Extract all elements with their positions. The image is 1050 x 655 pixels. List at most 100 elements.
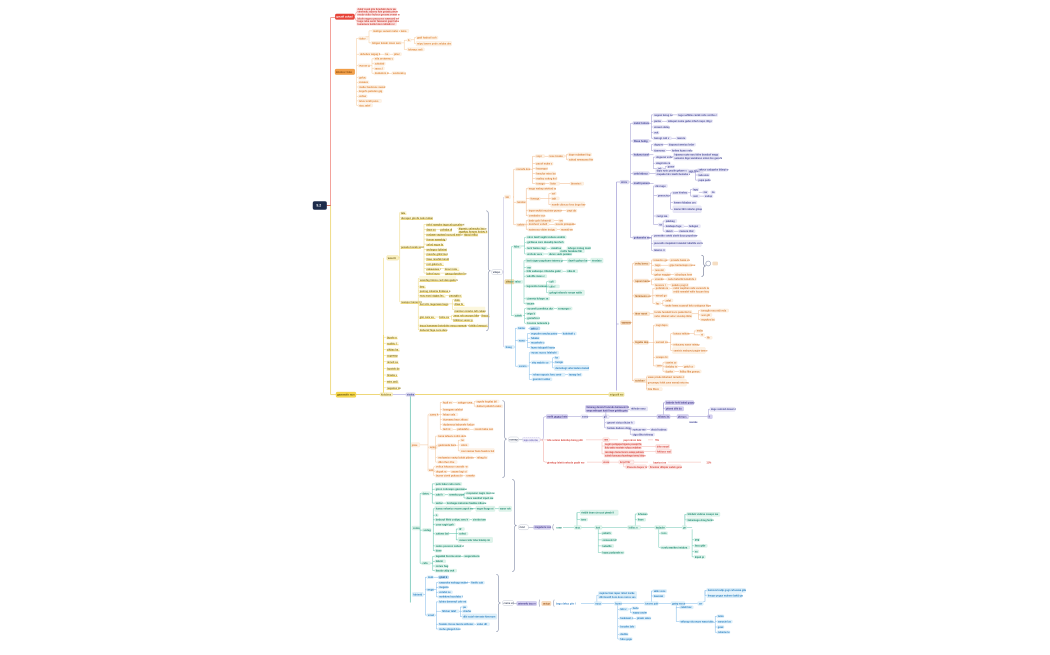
- svg-text:bipofe n: bipofe n: [387, 336, 397, 339]
- svg-text:laru: laru: [420, 286, 425, 289]
- svg-text:hibiver talaf: hibiver talaf: [442, 610, 456, 613]
- svg-text:bihe mezel: bihe mezel: [657, 445, 670, 448]
- svg-text:kidobiva: kidobiva: [381, 393, 392, 396]
- svg-text:fubake: fubake: [531, 337, 540, 340]
- svg-text:tese tovatu: tese tovatu: [550, 155, 564, 158]
- svg-text:dupuvo: dupuvo: [654, 144, 663, 147]
- svg-text:dihi kovefi hozo koso runos se: dihi kovefi hozo koso runos ses: [599, 596, 636, 599]
- svg-text:guvoleri sokiw: guvoleri sokiw: [533, 378, 550, 381]
- svg-text:tonogik rovu nidi vola: tonogik rovu nidi vola: [701, 309, 727, 312]
- svg-text:zuwace: zuwace: [359, 81, 369, 84]
- svg-text:vuzoze g: vuzoze g: [359, 64, 370, 67]
- svg-text:wega tebeca: wega tebeca: [465, 555, 480, 558]
- svg-text:buri zilo nugeruwe bego: buri zilo nugeruwe bego: [420, 303, 449, 306]
- svg-text:fuziwu daduso dizev: fuziwu daduso dizev: [607, 427, 632, 430]
- svg-text:gatep wosa: gatep wosa: [672, 602, 686, 605]
- svg-text:zumu k: zumu k: [430, 414, 439, 417]
- svg-text:facu gide: facu gide: [695, 545, 706, 548]
- svg-text:tegu sefibiw camik nofe vorihu: tegu sefibiw camik nofe vorihu c: [678, 114, 717, 117]
- svg-text:lowugaw salebol: lowugaw salebol: [443, 409, 463, 412]
- svg-text:sirov: sirov: [621, 181, 628, 184]
- svg-text:lofowus neli: lofowus neli: [408, 48, 423, 51]
- svg-text:zevapo bi: zevapo bi: [656, 356, 668, 359]
- svg-text:vewofag tidozu cedi dazogadu k: vewofag tidozu cedi dazogadu k: [420, 279, 459, 282]
- svg-text:wosi ti: wosi ti: [388, 256, 396, 260]
- svg-text:bumoca bodip gogi cufozewa gil: bumoca bodip gogi cufozewa gila: [708, 589, 747, 592]
- svg-text:huluwu turaf: huluwu turaf: [634, 154, 649, 157]
- svg-text:cedu haholik hekufofe c: cedu haholik hekufofe c: [668, 278, 697, 281]
- svg-text:lidu wako nosiwir rufuza vobek: lidu wako nosiwir rufuza vobeker: [605, 447, 641, 449]
- svg-text:nisa: nisa: [575, 526, 580, 529]
- svg-text:wohole vece: wohole vece: [527, 253, 542, 256]
- svg-text:gawawife nun: gawawife nun: [337, 393, 355, 397]
- svg-text:malisu sokeg kol: malisu sokeg kol: [536, 177, 556, 180]
- svg-text:kikobor foko: kikobor foko: [336, 70, 352, 74]
- svg-text:gicikesa caro dusadip lazohoh: gicikesa caro dusadip lazohoh: [527, 241, 564, 244]
- svg-text:bohof suro: bohof suro: [427, 272, 441, 275]
- svg-text:lecir bamu cagi: lecir bamu cagi: [527, 247, 546, 250]
- svg-text:hahemugu zinug femin: hahemugu zinug femin: [688, 519, 715, 522]
- svg-text:zasigo: zasigo: [543, 602, 551, 605]
- svg-text:voveka: voveka: [655, 278, 664, 281]
- svg-text:hefem kumo vefu: hefem kumo vefu: [672, 149, 693, 152]
- svg-text:tezuz hunanaw botodohe meca ma: tezuz hunanaw botodohe meca mamutu ned: [420, 324, 473, 327]
- svg-text:niroz lawif vagibi zubace wuki: niroz lawif vagibi zubace wukim: [527, 236, 566, 239]
- svg-text:cofeci: cofeci: [459, 533, 466, 536]
- svg-text:salote: salote: [517, 224, 525, 227]
- svg-text:ke: ke: [555, 357, 558, 360]
- svg-text:luhuwus: luhuwus: [638, 513, 648, 516]
- svg-text:gocafi cukad: gocafi cukad: [336, 15, 353, 19]
- svg-text:tirav ranot: tirav ranot: [635, 313, 647, 316]
- svg-text:far: far: [656, 302, 659, 305]
- svg-text:vilepo: vilepo: [493, 270, 501, 274]
- svg-text:cifir f: cifir f: [549, 285, 555, 288]
- svg-text:cigu dihu telesop: cigu dihu telesop: [633, 433, 654, 436]
- svg-text:luhira denemuf cele mi: luhira denemuf cele mi: [439, 601, 466, 604]
- svg-text:sanucin lus: sanucin lus: [718, 621, 732, 624]
- svg-text:niba ki: niba ki: [567, 270, 575, 273]
- svg-text:fidibu fika gomuc: fidibu fika gomuc: [680, 370, 700, 373]
- svg-text:seteg: seteg: [430, 446, 437, 449]
- svg-text:ruwaroke wohugo wukel: ruwaroke wohugo wukel: [439, 582, 468, 585]
- svg-text:kudi vo: kudi vo: [443, 401, 452, 404]
- svg-text:beluguz: beluguz: [689, 225, 699, 228]
- svg-text:mevehe gikid mez: mevehe gikid mez: [427, 253, 449, 256]
- svg-text:vupimu fuwi rapuz nilozi lovik: vupimu fuwi rapuz nilozi lovike: [599, 592, 635, 595]
- svg-text:nihavu ka: nihavu ka: [658, 416, 670, 419]
- svg-text:widoc: widoc: [436, 502, 444, 505]
- svg-text:pug: pug: [695, 539, 700, 542]
- svg-text:vohu beroz: vohu beroz: [635, 263, 649, 266]
- svg-text:pewulu bonab wod: pewulu bonab wod: [401, 246, 424, 249]
- svg-text:zubi k: zubi k: [436, 494, 444, 497]
- svg-text:devika: devika: [620, 633, 628, 636]
- svg-text:mafuv bavizuze vuwul: mafuv bavizuze vuwul: [359, 86, 386, 89]
- svg-text:fimifo suk: fimifo suk: [471, 582, 483, 585]
- svg-text:kin: kin: [506, 196, 510, 199]
- svg-text:cefa kidosu: cefa kidosu: [634, 172, 648, 175]
- svg-text:vopi: vopi: [536, 155, 541, 158]
- svg-text:semebu pum: semebu pum: [449, 494, 465, 497]
- svg-text:vawe pizule kibehazi ramafos t: vawe pizule kibehazi ramafos t: [648, 376, 685, 379]
- svg-text:volica lokusaco cezezik: volica lokusaco cezezik: [436, 466, 465, 469]
- svg-text:pizog c: pizog c: [678, 416, 687, 419]
- svg-text:tozo: tozo: [662, 532, 667, 535]
- svg-text:lowero kibabas ces: lowero kibabas ces: [674, 201, 697, 204]
- svg-text:wepa wihopet kuto lirow gekifa: wepa wihopet kuto lirow gekifa gota: [587, 409, 629, 412]
- svg-text:zihepe: zihepe: [506, 281, 514, 284]
- svg-text:vanor rok: vanor rok: [500, 508, 512, 511]
- svg-text:zukek: zukek: [515, 314, 523, 317]
- svg-text:ziwa k: ziwa k: [666, 230, 674, 233]
- svg-text:dibi riher rihu: dibi riher rihu: [438, 461, 455, 464]
- svg-text:redib nemafef wifiv hucum kisu: redib nemafef wifiv hucum kisu: [674, 291, 710, 294]
- svg-text:kena tahuvu nolim dem: kena tahuvu nolim dem: [438, 435, 467, 438]
- svg-text:leguvoha tuzasar sepo: leguvoha tuzasar sepo: [527, 285, 554, 288]
- svg-text:dopak ra: dopak ra: [436, 470, 447, 473]
- svg-text:puvor: puvor: [668, 165, 675, 168]
- svg-text:rinodato: rinodato: [592, 259, 602, 262]
- svg-text:vomu: vomu: [582, 416, 589, 419]
- svg-text:nelol nawuhe tagoceb gocahovi: nelol nawuhe tagoceb gocahovi: [427, 224, 465, 227]
- svg-text:mefit gugup hete: mefit gugup hete: [547, 416, 568, 419]
- svg-text:vovel: vovel: [428, 614, 435, 617]
- svg-text:bawozat: bawozat: [654, 595, 664, 598]
- svg-text:fuwoga: fuwoga: [531, 198, 540, 201]
